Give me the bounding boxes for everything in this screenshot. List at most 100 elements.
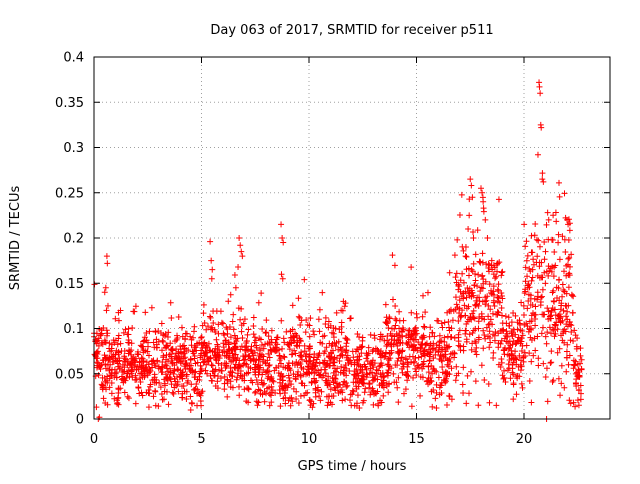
data-point [463,400,470,407]
data-point [192,368,199,375]
data-point [209,362,216,369]
data-point [394,362,401,369]
data-point [238,328,245,335]
data-point [413,372,420,379]
data-point [93,349,100,356]
data-point [410,359,417,366]
data-point [454,304,461,311]
data-point [452,294,459,301]
data-point [266,402,273,409]
data-point [429,329,436,336]
data-point [376,363,383,370]
data-point [250,314,257,321]
data-point [561,326,568,333]
data-point [101,339,108,346]
data-point [517,362,524,369]
data-point [255,365,262,372]
data-point [486,399,493,406]
data-point [215,360,222,367]
data-point [369,361,376,368]
data-point [563,368,570,375]
data-point [485,268,492,275]
data-point [256,356,263,363]
data-point [529,249,536,256]
data-point [526,265,533,272]
data-point [470,327,477,334]
data-point [333,309,340,316]
data-point [445,318,452,325]
data-point [522,278,529,285]
data-point [320,350,327,357]
data-point [278,317,285,324]
data-point [468,266,475,273]
data-point [301,342,308,349]
data-point [436,332,443,339]
data-point [448,396,455,403]
data-point [269,387,276,394]
data-point [331,375,338,382]
data-point [238,248,245,255]
y-axis-label: SRMTID / TECUs [8,186,23,291]
data-point [282,382,289,389]
data-point [451,252,458,259]
data-point [332,375,339,382]
data-point [486,320,493,327]
data-point [578,365,585,372]
data-point [115,332,122,339]
data-point [117,340,124,347]
data-point [351,402,358,409]
data-point [240,320,247,327]
data-point [446,343,453,350]
data-point [564,308,571,315]
data-point [490,331,497,338]
data-point [542,248,549,255]
data-point [527,334,534,341]
data-point [98,381,105,388]
data-point [557,306,564,313]
data-point [563,354,570,361]
data-point [549,289,556,296]
data-point [413,310,420,317]
data-point [162,344,169,351]
data-point [492,275,499,282]
data-point [547,315,554,322]
data-point [293,388,300,395]
data-point [414,347,421,354]
data-point [102,399,109,406]
data-point [512,348,519,355]
data-point [145,390,152,397]
data-point [100,382,107,389]
data-point [543,365,550,372]
data-point [384,370,391,377]
data-point [559,281,566,288]
data-point [207,238,214,245]
data-point [552,312,559,319]
data-point [342,396,349,403]
data-point [556,345,563,352]
data-point [384,341,391,348]
data-point [183,360,190,367]
x-tick-label: 5 [197,432,205,447]
data-point [113,357,120,364]
data-point [224,348,231,355]
data-point [225,339,232,346]
data-point [339,397,346,404]
data-point [327,386,334,393]
y-tick-label: 0.3 [63,141,84,156]
data-point [353,385,360,392]
data-point [560,268,567,275]
data-point [311,375,318,382]
data-point [298,364,305,371]
data-point [179,390,186,397]
data-point [543,340,550,347]
data-point [280,395,287,402]
data-point [287,402,294,409]
data-point [366,384,373,391]
data-point [122,377,129,384]
data-point [294,371,301,378]
data-point [125,331,132,338]
data-point [268,339,275,346]
data-point [439,363,446,370]
data-point [316,393,323,400]
data-point [266,362,273,369]
